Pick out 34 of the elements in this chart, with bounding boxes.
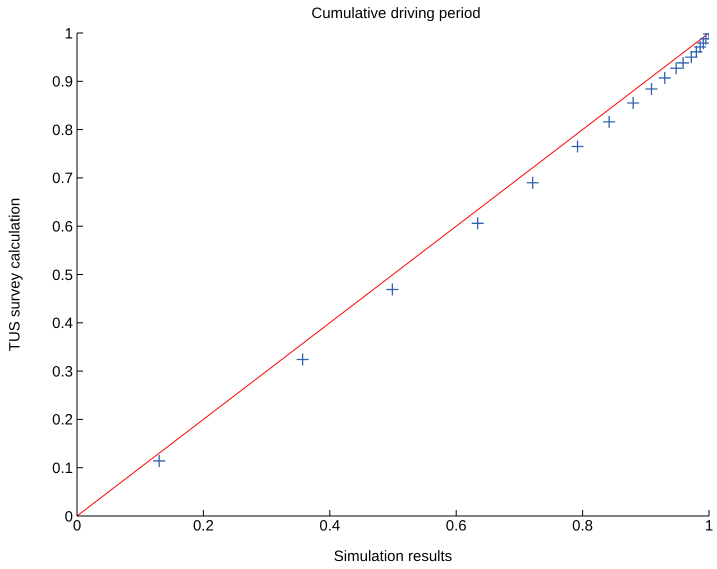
point	[644, 82, 658, 96]
point	[696, 36, 709, 50]
point	[526, 176, 540, 190]
y-axis-title: TUS survey calculation	[6, 198, 24, 352]
point	[570, 140, 584, 154]
y-tick-label: 0.1	[52, 460, 73, 478]
y-tick-label: 0.4	[52, 315, 73, 332]
y-tick-label: 0.6	[52, 218, 73, 236]
point	[684, 50, 698, 64]
x-axis-title: Simulation results	[334, 548, 452, 565]
point	[602, 115, 616, 129]
point	[152, 454, 166, 468]
point	[669, 62, 683, 75]
y-tick-label: 0.5	[52, 266, 73, 284]
point	[690, 45, 704, 58]
point	[626, 96, 640, 110]
point	[658, 71, 672, 85]
point	[676, 56, 690, 70]
y-tick-label: 0.2	[52, 412, 73, 429]
y-tick-label: 0.8	[52, 122, 73, 139]
point	[296, 352, 310, 366]
x-tick-label: 0.4	[319, 518, 340, 535]
point	[471, 216, 484, 230]
y-tick-label: 0.9	[52, 74, 73, 91]
x-tick-label: 1	[704, 518, 714, 535]
y-tick-label: 1	[64, 25, 73, 42]
y-tick-label: 0.7	[52, 170, 73, 188]
x-tick-label: 0.2	[192, 518, 214, 535]
chart-title: Cumulative driving period	[311, 5, 481, 22]
point	[694, 40, 707, 54]
x-tick-label: 0.6	[446, 518, 467, 535]
point	[386, 282, 400, 296]
x-tick-label: 0.8	[572, 518, 594, 535]
y-tick-label: 0.3	[52, 363, 73, 380]
